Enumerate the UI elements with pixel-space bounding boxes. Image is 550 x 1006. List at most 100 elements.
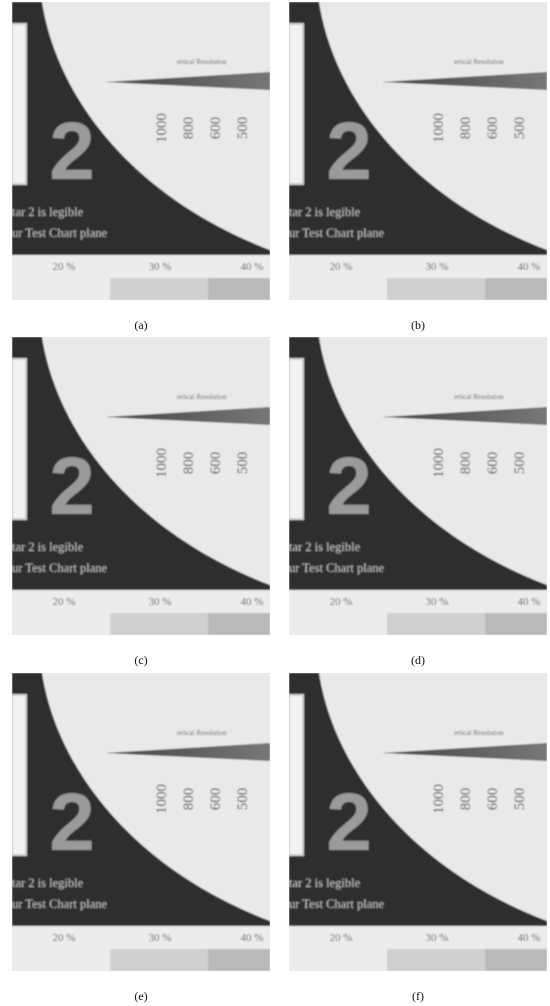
resolution-tick-label: 800 <box>181 452 197 475</box>
test-chart-crop: 2 ertical Resolution 1000 800 600 500 tar 2 is… <box>12 337 270 635</box>
panel-a: 2 ertical Resolution 1000 800 600 500 tar 2 is… <box>12 2 270 300</box>
percent-label: 30 % <box>149 596 172 608</box>
gray-swatch <box>485 613 547 635</box>
gray-swatch <box>208 613 270 635</box>
panel-e: 2 ertical Resolution 1000 800 600 500 tar 2 is… <box>12 673 270 971</box>
big-digit: 2 <box>326 777 372 868</box>
gray-swatch <box>110 278 208 300</box>
chart-text-line: ur Test Chart plane <box>289 561 385 575</box>
dark-curved-region <box>12 2 270 255</box>
resolution-title: ertical Resolution <box>454 729 504 737</box>
resolution-tick-label: 600 <box>208 117 224 140</box>
percent-label: 20 % <box>330 261 353 273</box>
resolution-wedge <box>382 743 547 761</box>
resolution-title: ertical Resolution <box>177 393 227 401</box>
test-chart-crop: 2 ertical Resolution 1000 800 600 500 tar 2 is… <box>12 2 270 300</box>
chart-text-line: ur Test Chart plane <box>12 226 108 240</box>
chart-text-line: tar 2 is legible <box>12 876 84 890</box>
gray-swatch <box>387 278 485 300</box>
caption-d: (d) <box>411 653 425 667</box>
caption-a: (a) <box>134 318 148 332</box>
gray-swatch <box>110 613 208 635</box>
gray-swatch <box>387 949 485 971</box>
white-box <box>289 23 304 185</box>
test-chart-crop: 2 ertical Resolution 1000 800 600 500 tar 2 is… <box>289 673 547 971</box>
chart-text-line: tar 2 is legible <box>289 540 361 554</box>
percent-label: 40 % <box>518 596 541 608</box>
percent-label: 20 % <box>330 596 353 608</box>
chart-text-line: tar 2 is legible <box>289 205 361 219</box>
resolution-title: ertical Resolution <box>177 729 227 737</box>
percent-label: 30 % <box>149 932 172 944</box>
percent-label: 20 % <box>53 261 76 273</box>
gray-swatch <box>485 278 547 300</box>
panel-b: 2 ertical Resolution 1000 800 600 500 tar 2 is… <box>289 2 547 300</box>
resolution-tick-label: 800 <box>458 788 474 811</box>
caption-e: (e) <box>134 989 148 1003</box>
caption-c: (c) <box>134 653 148 667</box>
caption-b: (b) <box>411 318 425 332</box>
resolution-tick-label: 500 <box>512 117 528 140</box>
chart-text-line: tar 2 is legible <box>12 540 84 554</box>
panel-c: 2 ertical Resolution 1000 800 600 500 tar 2 is… <box>12 337 270 635</box>
resolution-wedge <box>105 72 270 90</box>
percent-label: 30 % <box>426 596 449 608</box>
percent-label: 40 % <box>518 261 541 273</box>
test-chart-crop: 2 ertical Resolution 1000 800 600 500 tar 2 is… <box>289 337 547 635</box>
big-digit: 2 <box>49 777 95 868</box>
gray-swatch <box>485 949 547 971</box>
chart-text-line: ur Test Chart plane <box>289 897 385 911</box>
resolution-tick-label: 800 <box>458 117 474 140</box>
percent-label: 20 % <box>53 932 76 944</box>
resolution-tick-label: 500 <box>235 117 251 140</box>
resolution-wedge <box>105 407 270 425</box>
resolution-tick-label: 1000 <box>431 448 447 478</box>
white-box <box>12 358 27 520</box>
resolution-tick-label: 500 <box>512 452 528 475</box>
resolution-tick-label: 1000 <box>154 448 170 478</box>
resolution-tick-label: 800 <box>181 788 197 811</box>
percent-label: 40 % <box>518 932 541 944</box>
resolution-tick-label: 600 <box>208 452 224 475</box>
percent-label: 30 % <box>426 932 449 944</box>
gray-swatch <box>110 949 208 971</box>
resolution-tick-label: 500 <box>235 788 251 811</box>
dark-curved-region <box>289 337 547 590</box>
resolution-tick-label: 500 <box>512 788 528 811</box>
percent-label: 40 % <box>241 932 264 944</box>
gray-swatch <box>387 613 485 635</box>
white-box <box>12 23 27 185</box>
chart-text-line: ur Test Chart plane <box>289 226 385 240</box>
resolution-wedge <box>382 72 547 90</box>
chart-text-line: ur Test Chart plane <box>12 897 108 911</box>
test-chart-crop: 2 ertical Resolution 1000 800 600 500 tar 2 is… <box>289 2 547 300</box>
percent-label: 20 % <box>53 596 76 608</box>
resolution-tick-label: 600 <box>485 452 501 475</box>
resolution-title: ertical Resolution <box>454 393 504 401</box>
dark-curved-region <box>12 337 270 590</box>
percent-label: 40 % <box>241 261 264 273</box>
chart-text-line: tar 2 is legible <box>12 205 84 219</box>
resolution-tick-label: 1000 <box>431 784 447 814</box>
percent-label: 40 % <box>241 596 264 608</box>
white-box <box>289 358 304 520</box>
resolution-tick-label: 600 <box>208 788 224 811</box>
panel-d: 2 ertical Resolution 1000 800 600 500 tar 2 is… <box>289 337 547 635</box>
gray-swatch <box>208 278 270 300</box>
big-digit: 2 <box>49 441 95 532</box>
dark-curved-region <box>289 2 547 255</box>
resolution-tick-label: 1000 <box>154 113 170 143</box>
percent-label: 30 % <box>149 261 172 273</box>
resolution-tick-label: 800 <box>458 452 474 475</box>
resolution-title: ertical Resolution <box>454 58 504 66</box>
gray-swatch <box>208 949 270 971</box>
test-chart-crop: 2 ertical Resolution 1000 800 600 500 tar 2 is… <box>12 673 270 971</box>
resolution-tick-label: 800 <box>181 117 197 140</box>
resolution-wedge <box>382 407 547 425</box>
percent-label: 30 % <box>426 261 449 273</box>
big-digit: 2 <box>49 106 95 197</box>
caption-f: (f) <box>412 989 424 1003</box>
panel-f: 2 ertical Resolution 1000 800 600 500 tar 2 is… <box>289 673 547 971</box>
big-digit: 2 <box>326 441 372 532</box>
chart-text-line: ur Test Chart plane <box>12 561 108 575</box>
